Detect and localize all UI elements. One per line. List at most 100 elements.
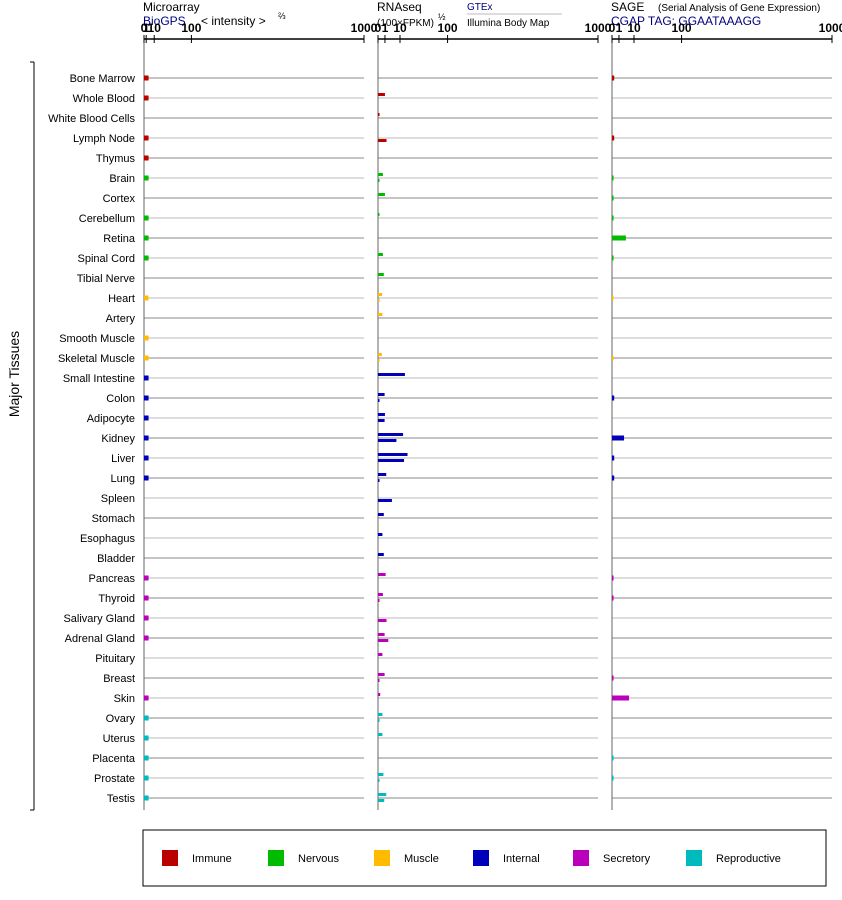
sage-bar: [612, 695, 630, 701]
microarray-bar: [144, 375, 149, 381]
gtex-bar: [378, 633, 385, 636]
tissue-label: Stomach: [92, 513, 135, 525]
sage-bar: [612, 595, 614, 601]
tissue-label: Prostate: [94, 773, 135, 785]
tissue-label: Spinal Cord: [78, 253, 135, 265]
gtex-bar: [378, 273, 384, 276]
tissue-label: Cortex: [103, 193, 136, 205]
microarray-bar: [144, 355, 149, 361]
legend-label-secretory: Secretory: [603, 853, 651, 865]
microarray-bar: [144, 635, 149, 641]
sage-bar: [612, 235, 626, 241]
microarray-bar: [144, 335, 149, 341]
gtex-bar: [378, 673, 385, 676]
illumina-bar: [378, 299, 380, 302]
illumina-bar: [378, 799, 385, 802]
tissue-label: White Blood Cells: [48, 113, 135, 125]
illumina-bar: [378, 359, 380, 362]
illumina-bar: [378, 619, 387, 622]
illumina-bar: [378, 639, 389, 642]
gtex-bar: [378, 593, 383, 596]
tissue-label: Ovary: [106, 713, 136, 725]
microarray-bar: [144, 595, 149, 601]
illumina-bar: [378, 419, 385, 422]
rnaseq-tick-label: 100: [438, 21, 458, 35]
illumina-bar: [378, 719, 380, 722]
gtex-bar: [378, 433, 404, 436]
rnaseq-unit: (100×FPKM): [377, 18, 434, 29]
tissue-label: Whole Blood: [73, 93, 135, 105]
microarray-header: Microarray BioGPS < intensity > ⅔: [143, 0, 286, 28]
gtex-bar: [378, 713, 383, 716]
sage-source: CGAP TAG: GGAATAAAGG: [611, 14, 761, 28]
gtex-bar: [378, 553, 384, 556]
sage-bar: [612, 135, 615, 141]
tissue-label: Testis: [107, 793, 136, 805]
tissue-label: Tibial Nerve: [77, 273, 135, 285]
tissue-label: Salivary Gland: [63, 613, 135, 625]
sage-bar: [612, 195, 614, 201]
tissue-labels: Bone Marrow Whole Blood White Blood Cells L…: [48, 73, 136, 805]
microarray-tick-label: 1: [143, 21, 150, 35]
microarray-bar: [144, 735, 149, 741]
tissue-label: Thyroid: [98, 593, 135, 605]
sage-tick-label: 1: [616, 21, 623, 35]
sage-subtitle: (Serial Analysis of Gene Expression): [658, 3, 820, 14]
microarray-bar: [144, 255, 149, 261]
sage-bar: [612, 355, 614, 361]
gtex-label: GTEx: [467, 2, 493, 13]
illumina-bar: [378, 179, 380, 182]
microarray-bar: [144, 155, 149, 161]
tissue-label: Bladder: [97, 553, 135, 565]
legend-swatch-muscle: [374, 850, 390, 866]
tissue-label: Liver: [111, 453, 135, 465]
rnaseq-tick-label: 1: [382, 21, 389, 35]
illumina-bar: [378, 679, 380, 682]
sage-bar: [612, 75, 615, 81]
tissue-label: Thymus: [96, 153, 136, 165]
gtex-bar: [378, 253, 383, 256]
tissue-label: Bone Marrow: [70, 73, 135, 85]
sage-bar: [612, 175, 614, 181]
illumina-bar: [378, 459, 405, 462]
sage-bar: [612, 775, 614, 781]
gtex-bar: [378, 373, 405, 376]
y-axis-bracket: [30, 61, 35, 811]
microarray-unit-exponent: ⅔: [278, 11, 286, 21]
tissue-label: Heart: [108, 293, 135, 305]
tissue-label: Uterus: [103, 733, 136, 745]
rnaseq-header: RNAseq (100×FPKM) ½ GTEx Illumina Body M…: [377, 0, 562, 29]
tissue-label: Brain: [109, 173, 135, 185]
gtex-bar: [378, 173, 383, 176]
legend-label-muscle: Muscle: [404, 853, 439, 865]
sage-bar: [612, 215, 614, 221]
gtex-bar: [378, 313, 383, 316]
tissue-label: Skeletal Muscle: [58, 353, 135, 365]
illumina-bar: [378, 599, 380, 602]
rnaseq-unit-exponent: ½: [438, 12, 446, 22]
microarray-bar: [144, 795, 149, 801]
legend: Immune Nervous Muscle Internal Secretory Repr…: [162, 850, 781, 866]
microarray-bar: [144, 95, 149, 101]
expression-bars: [144, 75, 630, 802]
tissue-label: Small Intestine: [63, 373, 135, 385]
tissue-label: Adipocyte: [87, 413, 135, 425]
illumina-bar: [378, 139, 387, 142]
illumina-bar: [378, 439, 397, 442]
sage-bar: [612, 575, 614, 581]
axis-tick-labels: 011010010000110100100001101001000: [141, 21, 842, 35]
tissue-label: Colon: [106, 393, 135, 405]
rnaseq-tick-label: 1000: [585, 21, 612, 35]
y-axis-label: Major Tissues: [6, 331, 22, 417]
microarray-bar: [144, 415, 149, 421]
gtex-bar: [378, 93, 385, 96]
microarray-bar: [144, 235, 149, 241]
gtex-bar: [378, 513, 384, 516]
tissue-label: Lymph Node: [73, 133, 135, 145]
microarray-tick-label: 0: [141, 21, 148, 35]
sage-tick-label: 100: [672, 21, 692, 35]
microarray-unit: < intensity >: [201, 14, 266, 28]
gtex-bar: [378, 293, 383, 296]
microarray-tick-label: 100: [181, 21, 201, 35]
gtex-bar: [378, 453, 408, 456]
